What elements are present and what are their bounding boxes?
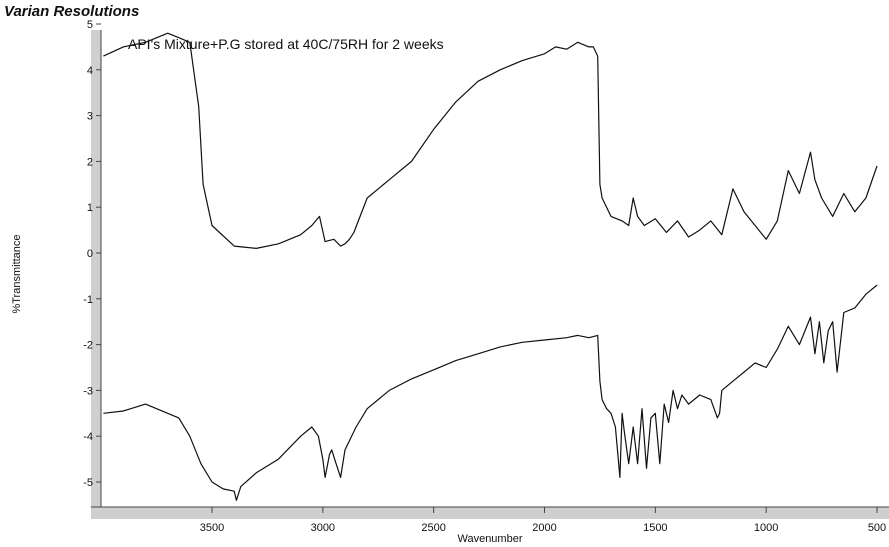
y-tick-label: 4 bbox=[87, 65, 93, 77]
x-tick-label: 500 bbox=[868, 522, 886, 534]
x-tick-label: 3000 bbox=[311, 522, 335, 534]
y-ticks: 5 4 3 2 1 0 -1 -2 -3 -4 -5 bbox=[83, 19, 101, 489]
series-layer bbox=[103, 32, 878, 501]
y-tick-label: 3 bbox=[87, 111, 93, 123]
x-tick-label: 1000 bbox=[754, 522, 778, 534]
x-tick-label: 3500 bbox=[200, 522, 224, 534]
x-axis-title: Wavenumber bbox=[457, 533, 522, 545]
chart-title: API's Mixture+P.G stored at 40C/75RH for… bbox=[128, 36, 444, 52]
y-tick-label: 5 bbox=[87, 19, 93, 31]
lower-spectrum-line bbox=[103, 284, 878, 501]
x-tick-label: 2000 bbox=[532, 522, 556, 534]
brand-label: Varian Resolutions bbox=[4, 3, 140, 20]
y-tick-label: -5 bbox=[83, 477, 93, 489]
x-ticks: 3500 3000 2500 2000 1500 1000 500 bbox=[200, 507, 886, 534]
y-tick-label: 0 bbox=[87, 248, 93, 260]
y-axis-title: %Transmittance bbox=[11, 234, 23, 313]
y-tick-label: 1 bbox=[87, 202, 93, 214]
y-tick-label: 2 bbox=[87, 156, 93, 168]
y-tick-label: -2 bbox=[83, 340, 93, 352]
y-tick-label: -4 bbox=[83, 431, 93, 443]
y-tick-label: -1 bbox=[83, 294, 93, 306]
x-tick-label: 1500 bbox=[643, 522, 667, 534]
y-axis-strip bbox=[91, 30, 101, 517]
y-tick-label: -3 bbox=[83, 385, 93, 397]
x-axis-strip bbox=[91, 507, 889, 519]
upper-spectrum-line bbox=[103, 32, 878, 249]
x-tick-label: 2500 bbox=[421, 522, 445, 534]
